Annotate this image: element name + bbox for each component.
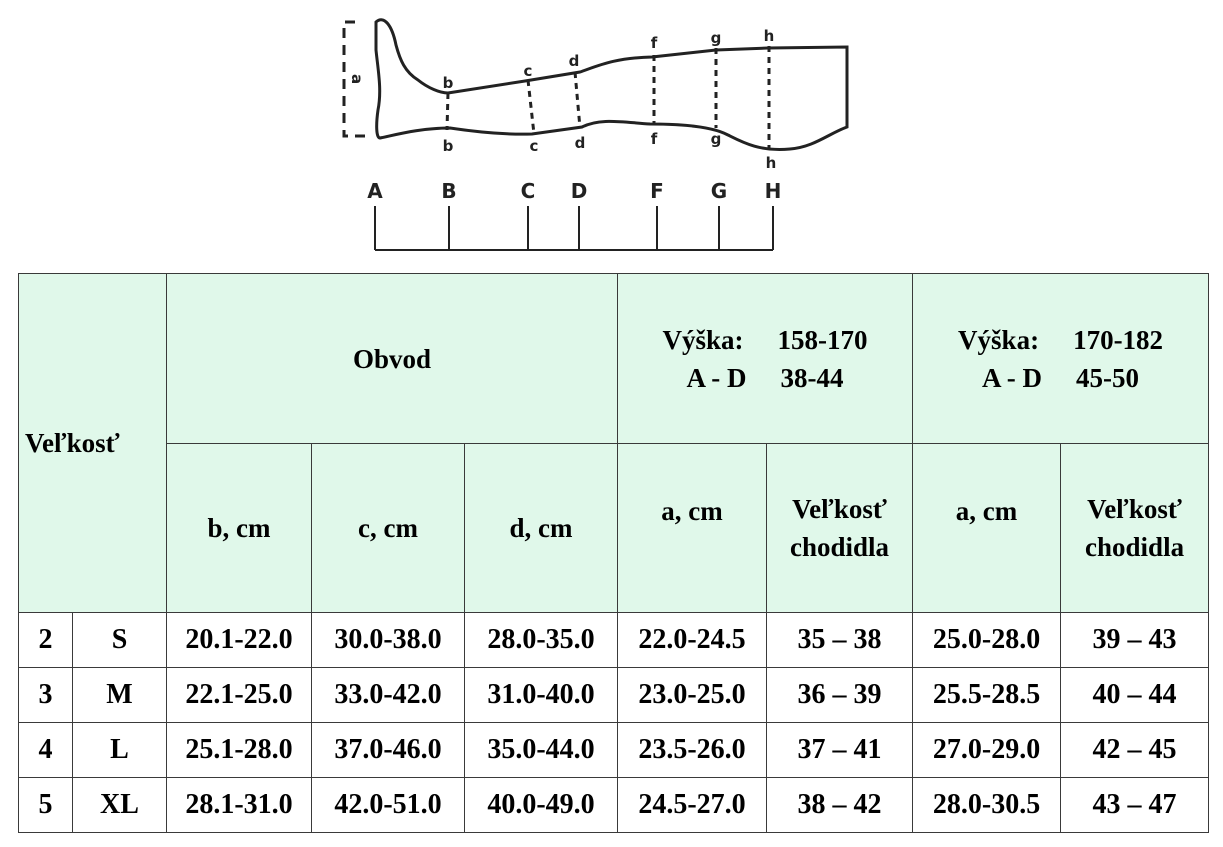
- a-value-2: 25.5-28.5: [912, 667, 1062, 723]
- point-label-bottom: d: [575, 134, 586, 152]
- axis-label-B: B: [441, 179, 456, 203]
- point-label-bottom: g: [711, 130, 722, 148]
- point-label-top: g: [711, 29, 722, 47]
- b-value: 20.1-22.0: [166, 612, 313, 668]
- foot-size-1: 38 – 42: [766, 777, 914, 833]
- b-value: 22.1-25.0: [166, 667, 313, 723]
- range-value: 45-50: [1076, 362, 1140, 393]
- a-value-2: 28.0-30.5: [912, 777, 1062, 833]
- foot-size-label: chodidla: [1085, 532, 1185, 562]
- leg-diagram-svg: a b c d f g h b c d f g h A B C D F G: [342, 18, 849, 251]
- d-value: 35.0-44.0: [464, 722, 619, 778]
- b-value: 28.1-31.0: [166, 777, 313, 833]
- size-number: 2: [18, 612, 73, 668]
- d-value: 40.0-49.0: [464, 777, 619, 833]
- leg-measurement-diagram: a b c d f g h b c d f g h A B C D F G: [330, 0, 860, 260]
- point-label-top: d: [569, 52, 580, 70]
- axis-label-G: G: [711, 179, 727, 203]
- range-label: A - D: [686, 362, 747, 393]
- size-number: 5: [18, 777, 73, 833]
- table-row: 3 M 22.1-25.0 33.0-42.0 31.0-40.0 23.0-2…: [18, 667, 1210, 723]
- foot-size-1: 36 – 39: [766, 667, 914, 723]
- a-value-2: 25.0-28.0: [912, 612, 1062, 668]
- foot-size-1: 37 – 41: [766, 722, 914, 778]
- a-value-1: 23.5-26.0: [617, 722, 768, 778]
- d-value: 31.0-40.0: [464, 667, 619, 723]
- height-value: 158-170: [777, 324, 868, 355]
- size-number: 3: [18, 667, 73, 723]
- height-group-1-header: Výška: 158-170 A - D 38-44: [617, 273, 914, 444]
- a-column-header-1: a, cm: [617, 443, 768, 613]
- size-letter: M: [71, 667, 168, 723]
- height-group-2-header: Výška: 170-182 A - D 45-50: [912, 273, 1210, 444]
- height-label: Výška:: [958, 324, 1040, 355]
- table-row: 5 XL 28.1-31.0 42.0-51.0 40.0-49.0 24.5-…: [18, 777, 1210, 833]
- b-column-header: b, cm: [166, 443, 313, 613]
- a-value-1: 24.5-27.0: [617, 777, 768, 833]
- point-label-top: f: [651, 34, 658, 52]
- c-value: 30.0-38.0: [311, 612, 466, 668]
- length-a-label: a: [348, 74, 366, 84]
- c-value: 42.0-51.0: [311, 777, 466, 833]
- c-value: 33.0-42.0: [311, 667, 466, 723]
- size-number: 4: [18, 722, 73, 778]
- measure-line-d: [573, 71, 582, 129]
- foot-size-header-1: Veľkosť chodidla: [766, 443, 914, 613]
- axis-label-F: F: [650, 179, 664, 203]
- size-letter: XL: [71, 777, 168, 833]
- a-value-2: 27.0-29.0: [912, 722, 1062, 778]
- foot-size-2: 39 – 43: [1060, 612, 1210, 668]
- point-label-bottom: c: [530, 137, 539, 155]
- a-column-header-2: a, cm: [912, 443, 1062, 613]
- size-letter: L: [71, 722, 168, 778]
- axis-label-H: H: [765, 179, 782, 203]
- foot-size-1: 35 – 38: [766, 612, 914, 668]
- header-row-top: Veľkosť Obvod Výška: 158-170 A - D 38-44: [17, 273, 1210, 613]
- foot-size-label: Veľkosť: [792, 494, 887, 524]
- size-letter: S: [71, 612, 168, 668]
- range-label: A - D: [982, 362, 1043, 393]
- circumference-header: Obvod: [166, 273, 619, 444]
- measure-line-b: [445, 92, 450, 131]
- table-row: 4 L 25.1-28.0 37.0-46.0 35.0-44.0 23.5-2…: [18, 722, 1210, 778]
- length-a-bracket: [342, 20, 370, 138]
- height-value: 170-182: [1073, 324, 1164, 355]
- a-value-1: 22.0-24.5: [617, 612, 768, 668]
- c-column-header: c, cm: [311, 443, 466, 613]
- a-value-1: 23.0-25.0: [617, 667, 768, 723]
- header-row-bottom: b, cm c, cm d, cm a, cm Veľkosť chodidla…: [19, 443, 1210, 613]
- foot-size-2: 43 – 47: [1060, 777, 1210, 833]
- c-value: 37.0-46.0: [311, 722, 466, 778]
- height-label: Výška:: [662, 324, 744, 355]
- foot-size-label: Veľkosť: [1087, 494, 1182, 524]
- leg-outline: [374, 18, 849, 152]
- point-label-bottom: h: [766, 154, 777, 172]
- range-value: 38-44: [780, 362, 844, 393]
- point-label-bottom: f: [651, 130, 658, 148]
- measurement-lines: [445, 46, 771, 150]
- axis-label-D: D: [571, 179, 588, 203]
- size-chart-table: Veľkosť Obvod Výška: 158-170 A - D 38-44: [17, 273, 1210, 833]
- axis-label-C: C: [521, 179, 536, 203]
- axis-label-A: A: [367, 179, 383, 203]
- measurement-scale: [374, 206, 774, 251]
- foot-size-2: 42 – 45: [1060, 722, 1210, 778]
- foot-size-header-2: Veľkosť chodidla: [1060, 443, 1210, 613]
- point-label-top: h: [764, 27, 775, 45]
- foot-size-label: chodidla: [790, 532, 890, 562]
- size-header: Veľkosť: [17, 273, 168, 613]
- b-value: 25.1-28.0: [166, 722, 313, 778]
- foot-size-2: 40 – 44: [1060, 667, 1210, 723]
- d-column-header: d, cm: [464, 443, 619, 613]
- point-label-top: c: [524, 62, 533, 80]
- point-label-bottom: b: [443, 137, 454, 155]
- d-value: 28.0-35.0: [464, 612, 619, 668]
- measure-line-c: [526, 79, 536, 135]
- table-row: 2 S 20.1-22.0 30.0-38.0 28.0-35.0 22.0-2…: [18, 612, 1210, 668]
- point-label-top: b: [443, 74, 454, 92]
